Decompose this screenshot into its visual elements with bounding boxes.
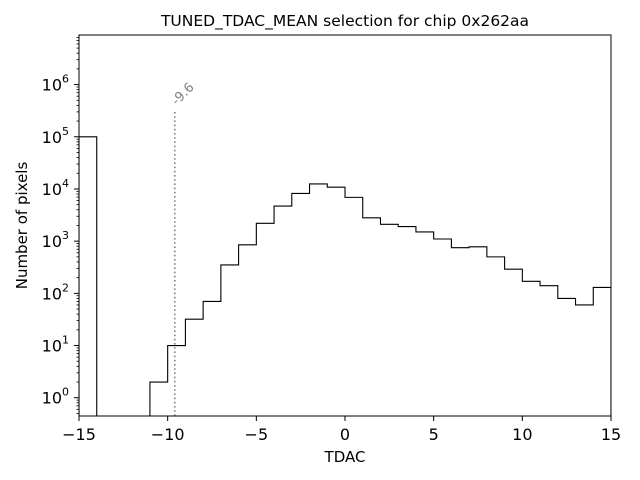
- histogram-bin: [363, 218, 381, 416]
- x-tick-label: −10: [151, 425, 185, 444]
- histogram-bin: [576, 305, 594, 416]
- histogram-bin: [327, 187, 345, 416]
- histogram-bin: [150, 382, 168, 416]
- histogram-bin: [540, 286, 558, 416]
- histogram-bin: [239, 245, 257, 416]
- histogram-bin: [434, 239, 452, 416]
- y-tick-label: 104: [42, 177, 69, 199]
- histogram-bin: [505, 269, 523, 416]
- histogram-bin: [79, 137, 97, 416]
- histogram-bin: [416, 232, 434, 416]
- histogram-bin: [593, 287, 611, 416]
- histogram-bin: [398, 227, 416, 416]
- plot-area: [79, 111, 611, 416]
- histogram-bin: [522, 281, 540, 416]
- x-tick-label: −15: [62, 425, 96, 444]
- histogram-bin: [274, 206, 292, 416]
- y-tick-label: 101: [42, 334, 69, 356]
- axes-frame: [78, 34, 612, 417]
- histogram-bin: [487, 257, 505, 416]
- histogram-step-1: [149, 183, 611, 416]
- y-tick-label: 106: [42, 73, 69, 95]
- x-tick-label: 15: [601, 425, 621, 444]
- histogram-bin: [345, 197, 363, 416]
- x-tick-label: 10: [512, 425, 532, 444]
- histogram-bin: [256, 223, 274, 416]
- histogram-step-0: [79, 136, 98, 416]
- histogram-bin: [185, 319, 203, 416]
- y-axis-title: Number of pixels: [13, 162, 31, 290]
- x-tick-label: 5: [429, 425, 439, 444]
- y-tick-label: 105: [42, 125, 69, 147]
- x-tick-label: −5: [245, 425, 269, 444]
- histogram-bin: [292, 193, 310, 416]
- y-tick-label: 102: [42, 281, 69, 303]
- histogram-bin: [168, 346, 186, 416]
- y-axis: 100 101 102 103 104 105 106: [42, 37, 79, 414]
- x-tick-label: 0: [340, 425, 350, 444]
- histogram-bin: [558, 298, 576, 416]
- x-axis-title: TDAC: [324, 448, 366, 466]
- histogram-bin: [451, 248, 469, 416]
- x-axis: −15 −10 −5 0 5 10 15: [62, 416, 621, 444]
- histogram-bin: [221, 265, 239, 416]
- y-tick-label: 103: [42, 229, 69, 251]
- y-tick-label: 100: [42, 386, 69, 408]
- histogram-bin: [469, 247, 487, 416]
- histogram-bin: [310, 184, 328, 416]
- histogram-bin: [380, 224, 398, 416]
- histogram-bin: [203, 301, 221, 416]
- chart-title: TUNED_TDAC_MEAN selection for chip 0x262…: [160, 12, 529, 31]
- threshold-label: -9.6: [169, 80, 198, 109]
